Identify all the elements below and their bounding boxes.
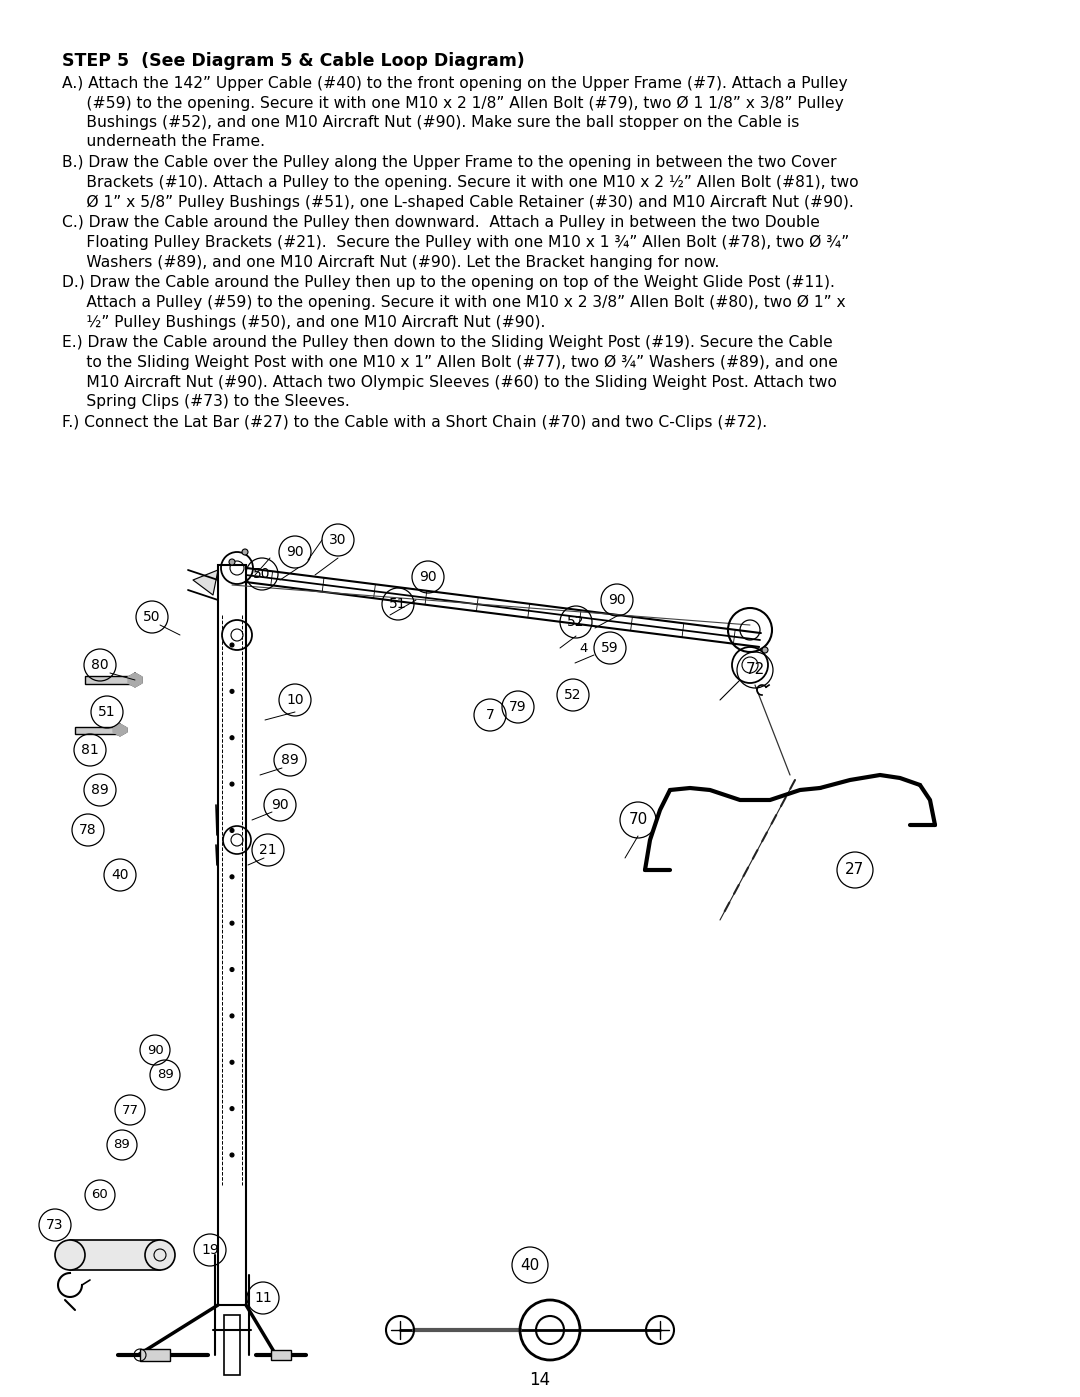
Text: 40: 40 <box>111 868 129 882</box>
Text: 89: 89 <box>91 782 109 798</box>
Bar <box>140 1350 170 1361</box>
Circle shape <box>230 782 234 787</box>
Circle shape <box>230 875 234 879</box>
Circle shape <box>230 643 234 647</box>
Circle shape <box>230 1060 234 1065</box>
Bar <box>70 1241 160 1270</box>
Text: 40: 40 <box>521 1257 540 1273</box>
Text: 70: 70 <box>629 813 648 827</box>
Text: 90: 90 <box>286 545 303 559</box>
Bar <box>271 1350 291 1361</box>
Text: Ø 1” x 5/8” Pulley Bushings (#51), one L-shaped Cable Retainer (#30) and M10 Air: Ø 1” x 5/8” Pulley Bushings (#51), one L… <box>62 194 854 210</box>
Text: 52: 52 <box>567 615 584 629</box>
Circle shape <box>230 1014 234 1018</box>
Bar <box>224 1315 240 1375</box>
Text: 4: 4 <box>580 641 588 655</box>
Text: 7: 7 <box>486 708 495 722</box>
Text: 77: 77 <box>121 1104 138 1116</box>
Text: 59: 59 <box>602 641 619 655</box>
Text: Spring Clips (#73) to the Sleeves.: Spring Clips (#73) to the Sleeves. <box>62 394 350 409</box>
Circle shape <box>762 647 768 652</box>
Text: 50: 50 <box>253 567 271 581</box>
Text: 72: 72 <box>745 662 765 678</box>
Circle shape <box>55 1241 85 1270</box>
Text: Washers (#89), and one M10 Aircraft Nut (#90). Let the Bracket hanging for now.: Washers (#89), and one M10 Aircraft Nut … <box>62 254 719 270</box>
Circle shape <box>230 828 234 833</box>
Text: ½” Pulley Bushings (#50), and one M10 Aircraft Nut (#90).: ½” Pulley Bushings (#50), and one M10 Ai… <box>62 314 545 330</box>
Text: to the Sliding Weight Post with one M10 x 1” Allen Bolt (#77), two Ø ¾” Washers : to the Sliding Weight Post with one M10 … <box>62 355 838 370</box>
Text: underneath the Frame.: underneath the Frame. <box>62 134 265 149</box>
Text: 89: 89 <box>281 753 299 767</box>
Text: (#59) to the opening. Secure it with one M10 x 2 1/8” Allen Bolt (#79), two Ø 1 : (#59) to the opening. Secure it with one… <box>62 95 843 110</box>
Text: F.) Connect the Lat Bar (#27) to the Cable with a Short Chain (#70) and two C-Cl: F.) Connect the Lat Bar (#27) to the Cab… <box>62 415 767 430</box>
Text: D.) Draw the Cable around the Pulley then up to the opening on top of the Weight: D.) Draw the Cable around the Pulley the… <box>62 275 835 291</box>
Polygon shape <box>113 724 127 736</box>
Text: 51: 51 <box>98 705 116 719</box>
Text: 73: 73 <box>46 1218 64 1232</box>
Text: 14: 14 <box>529 1370 551 1389</box>
Polygon shape <box>193 570 218 595</box>
Circle shape <box>230 736 234 740</box>
Text: STEP 5  (See Diagram 5 & Cable Loop Diagram): STEP 5 (See Diagram 5 & Cable Loop Diagr… <box>62 52 525 70</box>
Text: 30: 30 <box>329 534 347 548</box>
Polygon shape <box>129 673 141 687</box>
Text: 50: 50 <box>144 610 161 624</box>
Text: 90: 90 <box>608 592 625 608</box>
Text: 89: 89 <box>157 1069 174 1081</box>
Circle shape <box>230 1153 234 1157</box>
Text: 11: 11 <box>254 1291 272 1305</box>
Text: 27: 27 <box>846 862 865 877</box>
Text: 10: 10 <box>286 693 303 707</box>
Text: M10 Aircraft Nut (#90). Attach two Olympic Sleeves (#60) to the Sliding Weight P: M10 Aircraft Nut (#90). Attach two Olymp… <box>62 374 837 390</box>
Bar <box>85 676 135 685</box>
Text: 80: 80 <box>91 658 109 672</box>
Text: 90: 90 <box>419 570 436 584</box>
Text: B.) Draw the Cable over the Pulley along the Upper Frame to the opening in betwe: B.) Draw the Cable over the Pulley along… <box>62 155 837 170</box>
Circle shape <box>230 1106 234 1111</box>
Text: 51: 51 <box>389 597 407 610</box>
Bar <box>218 564 246 1305</box>
Text: 79: 79 <box>509 700 527 714</box>
Bar <box>75 726 120 733</box>
Circle shape <box>230 689 234 693</box>
Text: A.) Attach the 142” Upper Cable (#40) to the front opening on the Upper Frame (#: A.) Attach the 142” Upper Cable (#40) to… <box>62 75 848 91</box>
Circle shape <box>242 549 248 555</box>
Circle shape <box>229 559 235 564</box>
Text: E.) Draw the Cable around the Pulley then down to the Sliding Weight Post (#19).: E.) Draw the Cable around the Pulley the… <box>62 335 833 351</box>
Text: 90: 90 <box>271 798 288 812</box>
Circle shape <box>230 921 234 925</box>
Text: 78: 78 <box>79 823 97 837</box>
Text: 60: 60 <box>92 1189 108 1201</box>
Text: Floating Pulley Brackets (#21).  Secure the Pulley with one M10 x 1 ¾” Allen Bol: Floating Pulley Brackets (#21). Secure t… <box>62 235 849 250</box>
Text: 89: 89 <box>113 1139 131 1151</box>
Text: 81: 81 <box>81 743 99 757</box>
Text: C.) Draw the Cable around the Pulley then downward.  Attach a Pulley in between : C.) Draw the Cable around the Pulley the… <box>62 215 820 231</box>
Circle shape <box>145 1241 175 1270</box>
Text: Bushings (#52), and one M10 Aircraft Nut (#90). Make sure the ball stopper on th: Bushings (#52), and one M10 Aircraft Nut… <box>62 115 799 130</box>
Text: Attach a Pulley (#59) to the opening. Secure it with one M10 x 2 3/8” Allen Bolt: Attach a Pulley (#59) to the opening. Se… <box>62 295 846 310</box>
Circle shape <box>230 968 234 971</box>
Text: 90: 90 <box>147 1044 163 1056</box>
Text: 19: 19 <box>201 1243 219 1257</box>
Text: 21: 21 <box>259 842 276 856</box>
Text: 52: 52 <box>564 687 582 703</box>
Text: Brackets (#10). Attach a Pulley to the opening. Secure it with one M10 x 2 ½” Al: Brackets (#10). Attach a Pulley to the o… <box>62 175 859 190</box>
